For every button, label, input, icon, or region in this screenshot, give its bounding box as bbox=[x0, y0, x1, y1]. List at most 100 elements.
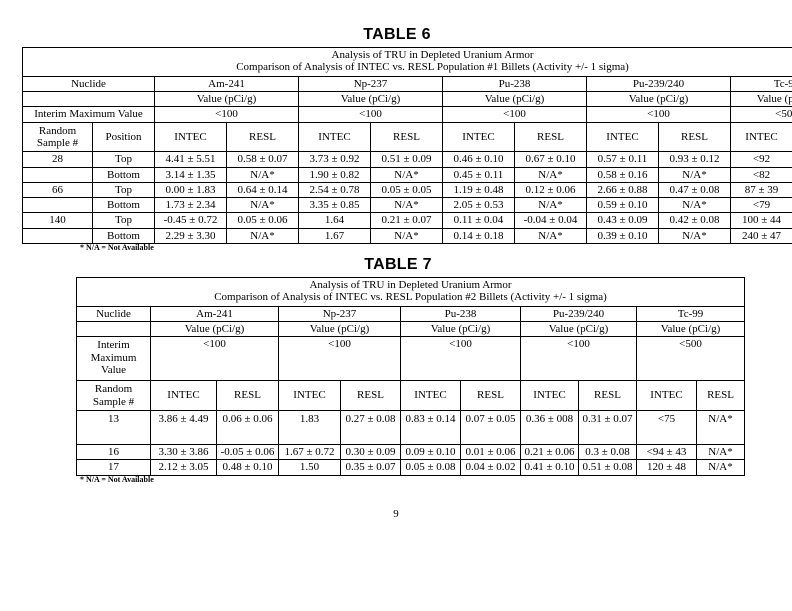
cell-value: 0.51 ± 0.08 bbox=[578, 459, 637, 476]
unit-pu239-240: Value (pCi/g) bbox=[586, 90, 731, 108]
cell-value: 240 ± 47 bbox=[730, 227, 792, 245]
interim-maximum-label: Interim Maximum Value bbox=[76, 336, 151, 382]
cell-value: 1.73 ± 2.34 bbox=[154, 197, 227, 214]
cell-value: 3.30 ± 3.86 bbox=[150, 443, 217, 461]
interim-tc99: <500 bbox=[635, 336, 746, 382]
cell-value: <82 bbox=[730, 166, 792, 183]
table-row: 16 3.30 ± 3.86 -0.05 ± 0.06 1.67 ± 0.72 … bbox=[76, 443, 746, 461]
cell-value: 120 ± 48 bbox=[636, 459, 697, 476]
sample-number: 13 bbox=[76, 409, 151, 445]
nuclide-am241: Am-241 bbox=[154, 75, 299, 92]
table-7-unit-row: Value (pCi/g) Value (pCi/g) Value (pCi/g… bbox=[76, 320, 746, 338]
interim-tc99: <500 bbox=[729, 106, 792, 123]
table-row: Bottom 3.14 ± 1.35 N/A* 1.90 ± 0.82 N/A*… bbox=[22, 166, 792, 183]
lab-header-resl-tc99: RESL bbox=[695, 380, 746, 411]
nuclide-tc99: Tc-99 bbox=[635, 305, 746, 322]
cell-value: 0.43 ± 0.09 bbox=[586, 212, 659, 229]
cell-value: 4.41 ± 5.51 bbox=[154, 151, 227, 168]
nuclide-pu238: Pu-238 bbox=[400, 305, 521, 322]
interim-am241: <100 bbox=[150, 336, 279, 382]
cell-value: <94 ± 43 bbox=[636, 443, 697, 461]
cell-value: 2.29 ± 3.30 bbox=[154, 227, 227, 245]
sample-number: 17 bbox=[76, 459, 151, 476]
cell-value: 2.54 ± 0.78 bbox=[298, 181, 371, 199]
cell-value: 87 ± 39 bbox=[730, 181, 792, 199]
cell-value: 3.86 ± 4.49 bbox=[150, 409, 217, 445]
table-6-column-header-row: Random Sample # Position INTEC RESL INTE… bbox=[22, 121, 792, 153]
cell-value: 0.67 ± 0.10 bbox=[514, 151, 587, 168]
interim-pu239-240: <100 bbox=[520, 336, 637, 382]
cell-value: N/A* bbox=[370, 197, 443, 214]
table-6-block: TABLE 6 Analysis of TRU in Depleted Uran… bbox=[21, 26, 792, 253]
cell-value: 0.93 ± 0.12 bbox=[658, 151, 731, 168]
nuclide-pu239-240: Pu-239/240 bbox=[520, 305, 637, 322]
lab-header-intec-am241: INTEC bbox=[154, 121, 227, 153]
unit-tc99: Value (pCi/g) bbox=[729, 90, 792, 108]
unit-pu239-240: Value (pCi/g) bbox=[520, 320, 637, 338]
cell-value: N/A* bbox=[226, 197, 299, 214]
cell-value: 2.12 ± 3.05 bbox=[150, 459, 217, 476]
unit-np237: Value (pCi/g) bbox=[278, 320, 401, 338]
cell-value: 0.59 ± 0.10 bbox=[586, 197, 659, 214]
position-value: Bottom bbox=[92, 197, 155, 214]
cell-value: 0.46 ± 0.10 bbox=[442, 151, 515, 168]
table-7-title: TABLE 7 bbox=[364, 256, 432, 273]
sample-number: 16 bbox=[76, 443, 151, 461]
cell-value: <92 bbox=[730, 151, 792, 168]
table-row: 13 3.86 ± 4.49 0.06 ± 0.06 1.83 0.27 ± 0… bbox=[76, 409, 746, 445]
cell-value: 0.42 ± 0.08 bbox=[658, 212, 731, 229]
cell-value: 0.09 ± 0.10 bbox=[400, 443, 461, 461]
nuclide-pu238: Pu-238 bbox=[442, 75, 587, 92]
cell-value: N/A* bbox=[226, 227, 299, 245]
interim-pu238: <100 bbox=[442, 106, 587, 123]
nuclide-np237: Np-237 bbox=[298, 75, 443, 92]
table-7-nuclide-row: Nuclide Am-241 Np-237 Pu-238 Pu-239/240 … bbox=[76, 305, 746, 322]
unit-am241: Value (pCi/g) bbox=[150, 320, 279, 338]
sample-number bbox=[22, 166, 93, 183]
cell-value: 3.35 ± 0.85 bbox=[298, 197, 371, 214]
cell-value: 0.14 ± 0.18 bbox=[442, 227, 515, 245]
cell-value: 0.01 ± 0.06 bbox=[460, 443, 521, 461]
cell-value: 0.39 ± 0.10 bbox=[586, 227, 659, 245]
cell-value: 0.07 ± 0.05 bbox=[460, 409, 521, 445]
lab-header-resl-np237: RESL bbox=[370, 121, 443, 153]
cell-value: 0.05 ± 0.06 bbox=[226, 212, 299, 229]
cell-value: 1.50 bbox=[278, 459, 341, 476]
table-7-footnote: * N/A = Not Available bbox=[80, 474, 154, 484]
lab-header-intec-np237: INTEC bbox=[298, 121, 371, 153]
caption-line-1: Analysis of TRU in Depleted Uranium Armo… bbox=[309, 279, 512, 291]
unit-tc99: Value (pCi/g) bbox=[635, 320, 746, 338]
position-label: Position bbox=[92, 121, 155, 153]
cell-value: 0.35 ± 0.07 bbox=[340, 459, 401, 476]
caption-line-1: Analysis of TRU in Depleted Uranium Armo… bbox=[331, 49, 534, 61]
cell-value: N/A* bbox=[658, 166, 731, 183]
position-value: Top bbox=[92, 181, 155, 199]
interim-am241: <100 bbox=[154, 106, 299, 123]
unit-am241: Value (pCi/g) bbox=[154, 90, 299, 108]
table-7-caption: Analysis of TRU in Depleted Uranium Armo… bbox=[75, 277, 746, 307]
table-6-unit-row: Value (pCi/g) Value (pCi/g) Value (pCi/g… bbox=[22, 90, 792, 108]
cell-value: N/A* bbox=[514, 197, 587, 214]
cell-value: -0.04 ± 0.04 bbox=[514, 212, 587, 229]
page-number: 9 bbox=[393, 508, 399, 520]
random-sample-label: Random Sample # bbox=[22, 121, 93, 153]
cell-value: 0.06 ± 0.06 bbox=[216, 409, 279, 445]
lab-header-intec-pu238: INTEC bbox=[442, 121, 515, 153]
caption-line-2: Comparison of Analysis of INTEC vs. RESL… bbox=[236, 61, 629, 74]
table-6-caption-row: Analysis of TRU in Depleted Uranium Armo… bbox=[21, 47, 792, 77]
sample-number bbox=[22, 197, 93, 214]
cell-value: 0.30 ± 0.09 bbox=[340, 443, 401, 461]
cell-value: 0.48 ± 0.10 bbox=[216, 459, 279, 476]
cell-value: 0.31 ± 0.07 bbox=[578, 409, 637, 445]
cell-value: 1.67 bbox=[298, 227, 371, 245]
table-6-footnote: * N/A = Not Available bbox=[80, 243, 154, 253]
cell-value: N/A* bbox=[658, 197, 731, 214]
position-value: Top bbox=[92, 151, 155, 168]
cell-value: 1.90 ± 0.82 bbox=[298, 166, 371, 183]
cell-value: 0.3 ± 0.08 bbox=[578, 443, 637, 461]
table-row: 66 Top 0.00 ± 1.83 0.64 ± 0.14 2.54 ± 0.… bbox=[22, 181, 792, 199]
cell-value: 0.83 ± 0.14 bbox=[400, 409, 461, 445]
lab-header-resl-am241: RESL bbox=[216, 380, 279, 411]
cell-value: 0.05 ± 0.05 bbox=[370, 181, 443, 199]
